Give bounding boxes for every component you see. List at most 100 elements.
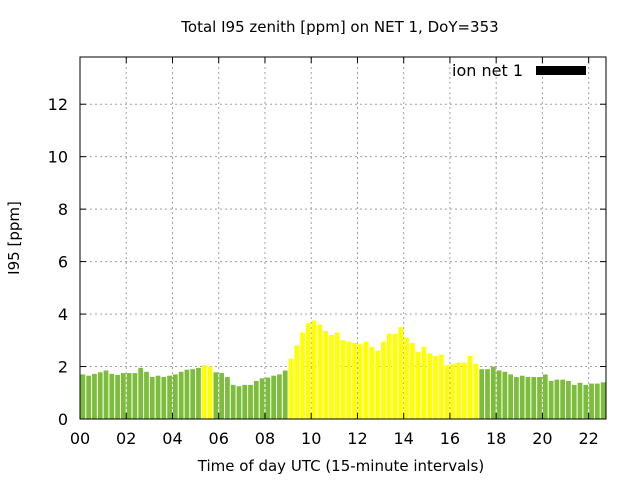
bar [594, 383, 600, 419]
bar [560, 379, 566, 419]
bar [144, 371, 149, 419]
bar [288, 358, 294, 419]
y-tick-label: 12 [48, 95, 68, 114]
bar [369, 346, 375, 419]
bar [300, 332, 305, 419]
x-tick-label: 18 [486, 429, 506, 448]
bar [109, 373, 115, 419]
bar [479, 369, 485, 419]
bar [167, 375, 172, 419]
bar [467, 356, 473, 419]
bar [282, 370, 288, 419]
bar [600, 382, 606, 419]
bar [323, 331, 329, 419]
chart-ticks [79, 57, 606, 420]
bar [132, 373, 138, 419]
bar [450, 363, 456, 419]
y-axis-label: I95 [ppm] [5, 201, 23, 275]
x-tick-label: 00 [70, 429, 90, 448]
bar [173, 374, 178, 419]
chart-grid [80, 57, 606, 419]
bar [462, 362, 467, 419]
x-tick-label: 10 [301, 429, 321, 448]
bar [92, 373, 97, 419]
bar [277, 374, 282, 419]
bar [542, 374, 548, 419]
bar [496, 370, 502, 419]
x-tick-label: 04 [162, 429, 182, 448]
bar [236, 386, 242, 419]
bar [259, 378, 265, 419]
bar [421, 346, 427, 419]
bar [375, 350, 381, 419]
bar [363, 341, 369, 419]
bar [80, 374, 86, 419]
x-tick-label: 06 [209, 429, 229, 448]
bar [456, 362, 461, 419]
bar [207, 366, 213, 419]
bar [120, 373, 126, 419]
bar [340, 340, 346, 419]
bar [438, 354, 444, 419]
bar [392, 333, 398, 419]
y-tick-label: 6 [58, 253, 68, 272]
bar [334, 332, 340, 419]
bar [196, 367, 201, 419]
bar [571, 384, 577, 419]
bar [485, 369, 490, 419]
bar [317, 324, 323, 419]
bar [115, 374, 120, 419]
y-tick-label: 4 [58, 305, 68, 324]
bar [86, 375, 92, 419]
x-tick-label: 02 [116, 429, 136, 448]
bar [126, 373, 132, 419]
bar [190, 369, 196, 419]
bar [294, 345, 300, 419]
chart-title: Total I95 zenith [ppm] on NET 1, DoY=353 [180, 18, 498, 36]
x-tick-label: 14 [394, 429, 414, 448]
bar [583, 384, 589, 419]
bar [357, 344, 363, 419]
x-tick-label: 12 [347, 429, 367, 448]
bar [305, 323, 311, 419]
bar [178, 371, 184, 419]
y-tick-label: 0 [58, 410, 68, 429]
bar [415, 352, 421, 419]
x-tick-label: 08 [255, 429, 275, 448]
bar [386, 333, 392, 419]
x-tick-label: 20 [532, 429, 552, 448]
bar [265, 377, 271, 419]
bar [271, 375, 277, 419]
bar [554, 379, 560, 419]
bar [519, 375, 525, 419]
bar [242, 384, 248, 419]
bar [138, 367, 144, 419]
bar [230, 384, 236, 419]
y-tick-label: 2 [58, 358, 68, 377]
bar [514, 377, 519, 419]
bar [219, 373, 224, 419]
bar [490, 366, 496, 419]
x-tick-label: 16 [440, 429, 460, 448]
bar [329, 335, 334, 419]
bar [427, 353, 433, 419]
bar [444, 365, 450, 419]
bar [589, 383, 594, 419]
bar [531, 377, 537, 419]
bar [548, 380, 554, 419]
x-axis-label: Time of day UTC (15-minute intervals) [197, 457, 484, 475]
bar [409, 342, 415, 419]
bar [398, 327, 404, 419]
legend-swatch [536, 66, 586, 75]
legend-label: ion net 1 [452, 61, 523, 80]
bar [225, 377, 230, 419]
bar [537, 377, 542, 419]
bar [213, 372, 219, 419]
x-tick-label: 22 [578, 429, 598, 448]
bar [103, 370, 109, 419]
bar [155, 375, 161, 419]
bar [577, 382, 583, 419]
y-tick-labels: 0 2 4 6 8 10 12 [48, 95, 68, 429]
bar [184, 369, 190, 419]
